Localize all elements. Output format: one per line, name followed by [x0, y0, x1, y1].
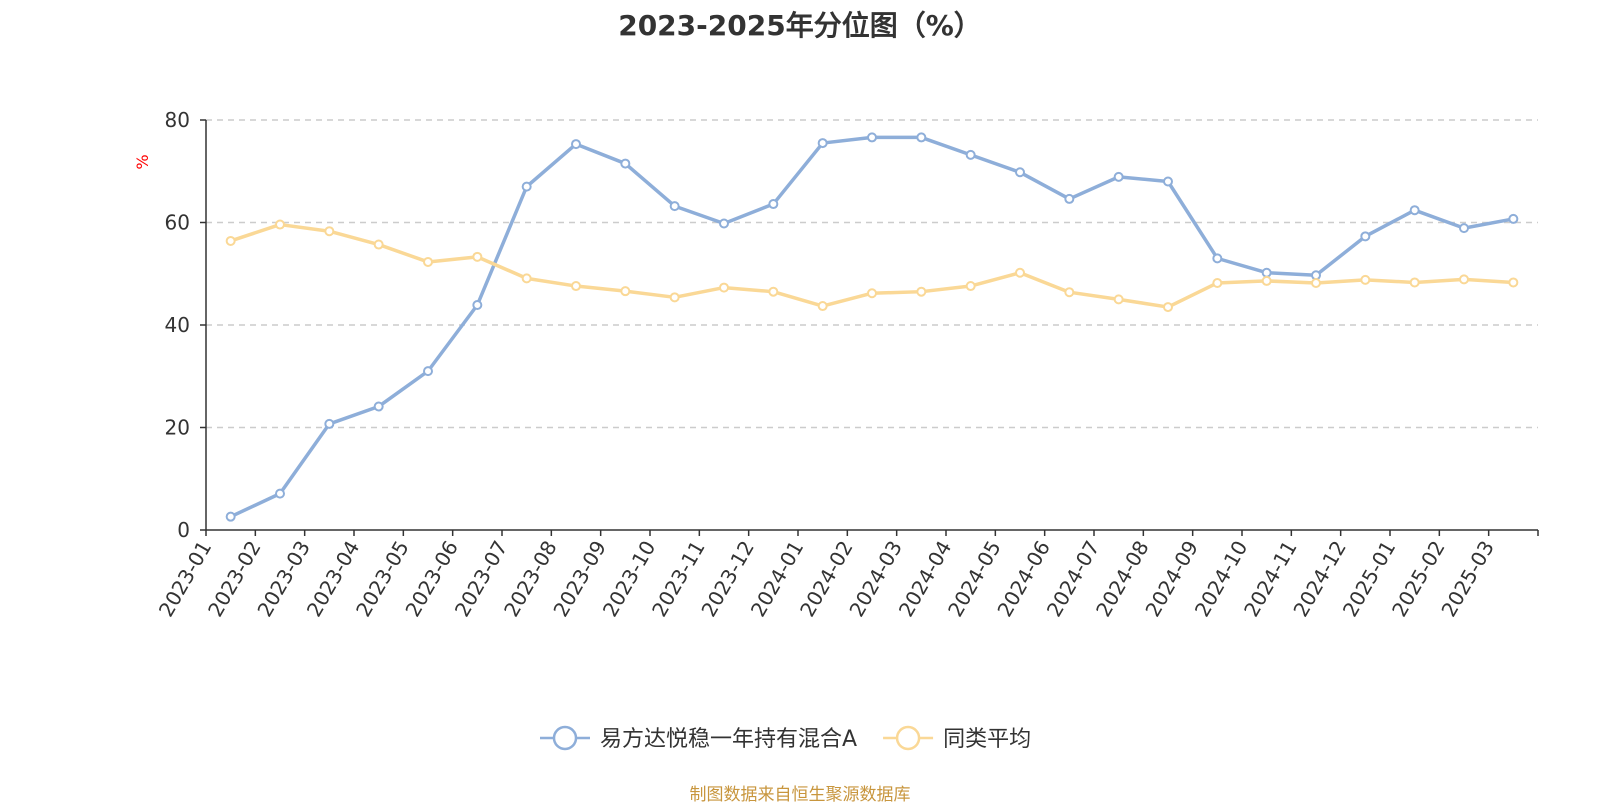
- data-point: [1163, 302, 1173, 313]
- data-point: [521, 181, 532, 192]
- data-point: [768, 199, 779, 210]
- data-point: [225, 511, 236, 522]
- y-tick-label: 80: [165, 108, 190, 132]
- data-point: [571, 139, 581, 150]
- data-point: [571, 281, 581, 292]
- data-point: [1508, 213, 1519, 224]
- legend-marker: [895, 725, 921, 751]
- y-axis-label: %: [133, 154, 152, 169]
- data-point: [1212, 253, 1223, 264]
- data-point: [1261, 275, 1272, 286]
- data-point: [1015, 267, 1025, 278]
- data-point: [1163, 176, 1173, 187]
- data-point: [225, 235, 236, 246]
- data-point: [1212, 277, 1223, 288]
- source-note: 制图数据来自恒生聚源数据库: [689, 785, 911, 805]
- data-point: [1508, 277, 1519, 288]
- y-tick-label: 20: [165, 416, 190, 440]
- data-point: [423, 256, 433, 267]
- data-point: [1113, 171, 1124, 182]
- data-point: [472, 251, 483, 262]
- data-point: [373, 239, 384, 250]
- data-point: [1459, 274, 1469, 285]
- data-point: [817, 138, 828, 149]
- legend-item[interactable]: 同类平均: [883, 725, 1031, 752]
- data-point: [1064, 193, 1075, 204]
- data-point: [373, 401, 384, 412]
- series-line: [229, 135, 1514, 519]
- data-point: [768, 286, 779, 297]
- data-point: [965, 149, 976, 160]
- data-point: [1360, 274, 1371, 285]
- data-point: [1261, 267, 1272, 278]
- data-point: [324, 226, 335, 237]
- legend-marker: [552, 725, 578, 751]
- data-point: [620, 286, 631, 297]
- data-point: [669, 201, 680, 212]
- data-point: [867, 132, 877, 143]
- data-point: [275, 219, 285, 230]
- axes: 020406080%2023-012023-022023-032023-0420…: [133, 108, 1539, 621]
- y-tick-label: 0: [177, 518, 190, 542]
- data-point: [916, 286, 927, 297]
- data-point: [324, 418, 335, 429]
- y-tick-label: 60: [165, 211, 190, 235]
- data-point: [472, 300, 483, 311]
- data-point: [521, 273, 532, 284]
- data-point: [817, 301, 828, 312]
- data-point: [867, 288, 877, 299]
- legend[interactable]: 易方达悦稳一年持有混合A 同类平均: [540, 725, 1031, 752]
- legend-item[interactable]: 易方达悦稳一年持有混合A: [540, 725, 857, 752]
- chart-title: 2023-2025年分位图（%）: [618, 9, 982, 42]
- legend-label: 同类平均: [943, 727, 1031, 752]
- grid-lines: [206, 119, 1538, 429]
- data-point: [423, 366, 433, 377]
- legend-label: 易方达悦稳一年持有混合A: [600, 727, 857, 752]
- data-point: [620, 158, 631, 169]
- data-point: [1409, 277, 1420, 288]
- data-point: [1459, 223, 1469, 234]
- data-point: [1360, 231, 1371, 242]
- data-point: [1064, 287, 1075, 298]
- data-point: [916, 132, 927, 143]
- data-point: [275, 488, 285, 499]
- data-point: [719, 282, 729, 293]
- data-point: [669, 292, 680, 303]
- data-point: [1311, 277, 1321, 288]
- series-lines: [225, 132, 1519, 522]
- data-point: [1409, 205, 1420, 216]
- data-point: [1113, 294, 1124, 305]
- y-tick-label: 40: [165, 313, 190, 337]
- data-point: [1015, 167, 1025, 178]
- data-point: [719, 218, 729, 229]
- data-point: [965, 281, 976, 292]
